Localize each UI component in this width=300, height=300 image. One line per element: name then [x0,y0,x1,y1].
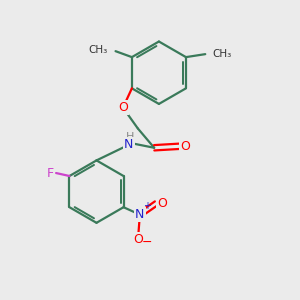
Text: O: O [157,197,167,210]
Text: CH₃: CH₃ [213,49,232,59]
Text: N: N [124,138,134,151]
Text: H: H [126,132,135,142]
Text: N: N [135,208,145,221]
Text: O: O [134,233,143,246]
Text: F: F [47,167,54,179]
Text: O: O [180,140,190,153]
Text: −: − [142,236,152,249]
Text: CH₃: CH₃ [89,45,108,55]
Text: +: + [143,201,151,211]
Text: O: O [118,101,128,114]
